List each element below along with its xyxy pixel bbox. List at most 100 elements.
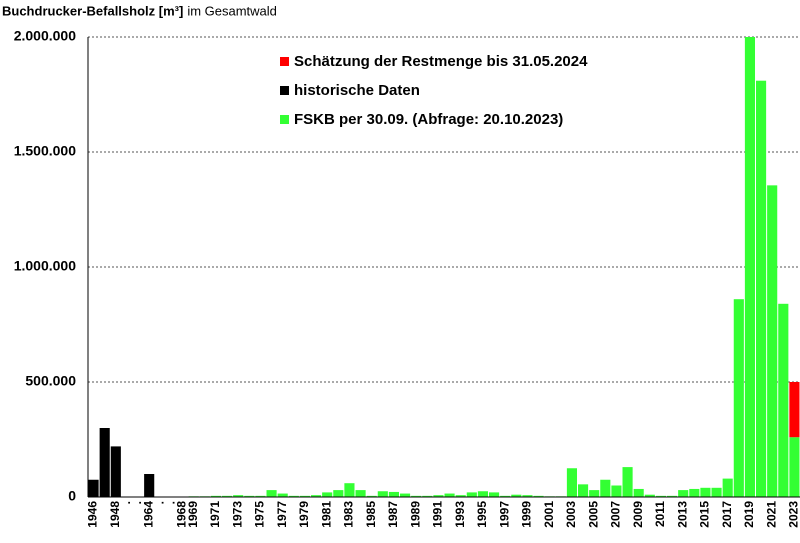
bar [678, 490, 689, 497]
bar [210, 495, 221, 497]
x-tick-label: . [119, 501, 133, 504]
bar [388, 491, 399, 497]
bar [644, 494, 655, 497]
bar [144, 474, 155, 497]
x-tick-label: 1985 [364, 501, 378, 528]
y-tick-label: 1.000.000 [14, 258, 76, 274]
bar [589, 490, 600, 497]
x-tick-label: 1997 [497, 501, 511, 528]
bar [522, 495, 533, 497]
bar [266, 490, 277, 497]
x-tick-label: 2001 [542, 501, 556, 528]
bar [411, 495, 422, 497]
x-tick-label: 1995 [475, 501, 489, 528]
bar [733, 299, 744, 497]
chart-title: Buchdrucker-Befallsholz [m³] [2, 3, 183, 18]
bar [233, 495, 244, 497]
x-tick-label: . [152, 501, 166, 504]
bar [511, 494, 522, 497]
x-tick-label: 2009 [631, 501, 645, 528]
bar [711, 487, 722, 497]
x-tick-label: . [130, 501, 144, 504]
x-tick-label: 1993 [453, 501, 467, 528]
x-tick-label: 2017 [720, 501, 734, 528]
x-tick-label: 2007 [609, 501, 623, 528]
x-tick-label: 1968 [175, 501, 189, 528]
x-tick-label: 1946 [86, 501, 100, 528]
bar [489, 492, 500, 497]
bar [667, 495, 678, 497]
bar [566, 468, 577, 497]
x-tick-label: . [164, 501, 178, 504]
bar [756, 80, 767, 497]
bar [433, 495, 444, 497]
bar [88, 479, 99, 497]
bar [744, 37, 755, 497]
x-tick-label: 1991 [431, 501, 445, 528]
x-tick-label: 2019 [742, 501, 756, 528]
bar [277, 493, 288, 497]
y-tick-label: 2.000.000 [14, 28, 76, 44]
x-tick-label: 1989 [408, 501, 422, 528]
bar [767, 185, 778, 497]
bar [322, 492, 333, 497]
bar [722, 478, 733, 497]
x-tick-label: 2023 [787, 501, 800, 528]
bar [299, 495, 310, 497]
bar [578, 484, 589, 497]
x-tick-label: 1983 [342, 501, 356, 528]
bar [778, 303, 789, 497]
bar [344, 483, 355, 497]
bar [333, 490, 344, 497]
y-tick-label: 1.500.000 [14, 143, 76, 159]
x-tick-label: 1987 [386, 501, 400, 528]
bar [500, 495, 511, 497]
bar [244, 495, 255, 497]
x-tick-label: 2013 [675, 501, 689, 528]
bar [422, 495, 433, 497]
bar [477, 491, 488, 497]
bar [366, 495, 377, 497]
bar [377, 491, 388, 497]
x-tick-label: 2011 [653, 501, 667, 527]
x-tick-label: 1971 [208, 501, 222, 528]
legend-swatch [280, 115, 289, 124]
bar [255, 495, 266, 497]
x-tick-label: 1999 [520, 501, 534, 528]
y-tick-label: 500.000 [25, 373, 76, 389]
bar [110, 446, 121, 497]
bar [789, 382, 800, 438]
bar [533, 495, 544, 497]
x-tick-label: 1977 [275, 501, 289, 528]
y-tick-label: 0 [68, 488, 76, 504]
bar [611, 485, 622, 497]
x-tick-label: 2003 [564, 501, 578, 528]
legend-label: Schätzung der Restmenge bis 31.05.2024 [294, 53, 588, 70]
bar [288, 495, 299, 497]
bar [789, 437, 800, 497]
bar [655, 495, 666, 497]
bar [444, 493, 455, 497]
x-tick-label: 1964 [141, 501, 155, 528]
legend-label: historische Daten [294, 82, 420, 99]
chart-subtitle: im Gesamtwald [187, 3, 277, 18]
bar [355, 490, 366, 497]
legend-swatch [280, 86, 289, 95]
x-tick-label: 1975 [253, 501, 267, 528]
x-tick-label: 1973 [230, 501, 244, 528]
bar [455, 495, 466, 497]
bar [466, 492, 477, 497]
legend-swatch [280, 57, 289, 66]
bar [622, 467, 633, 497]
bar [600, 479, 611, 497]
x-tick-label: 1969 [186, 501, 200, 528]
x-tick-label: 2021 [764, 501, 778, 528]
x-tick-label: 1981 [319, 501, 333, 528]
x-tick-label: 2015 [698, 501, 712, 528]
bar [99, 428, 110, 497]
bar [400, 493, 411, 497]
bar [311, 495, 322, 497]
bar [700, 487, 711, 497]
